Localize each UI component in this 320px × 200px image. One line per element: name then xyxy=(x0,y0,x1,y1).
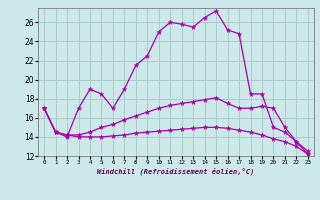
X-axis label: Windchill (Refroidissement éolien,°C): Windchill (Refroidissement éolien,°C) xyxy=(97,168,255,175)
